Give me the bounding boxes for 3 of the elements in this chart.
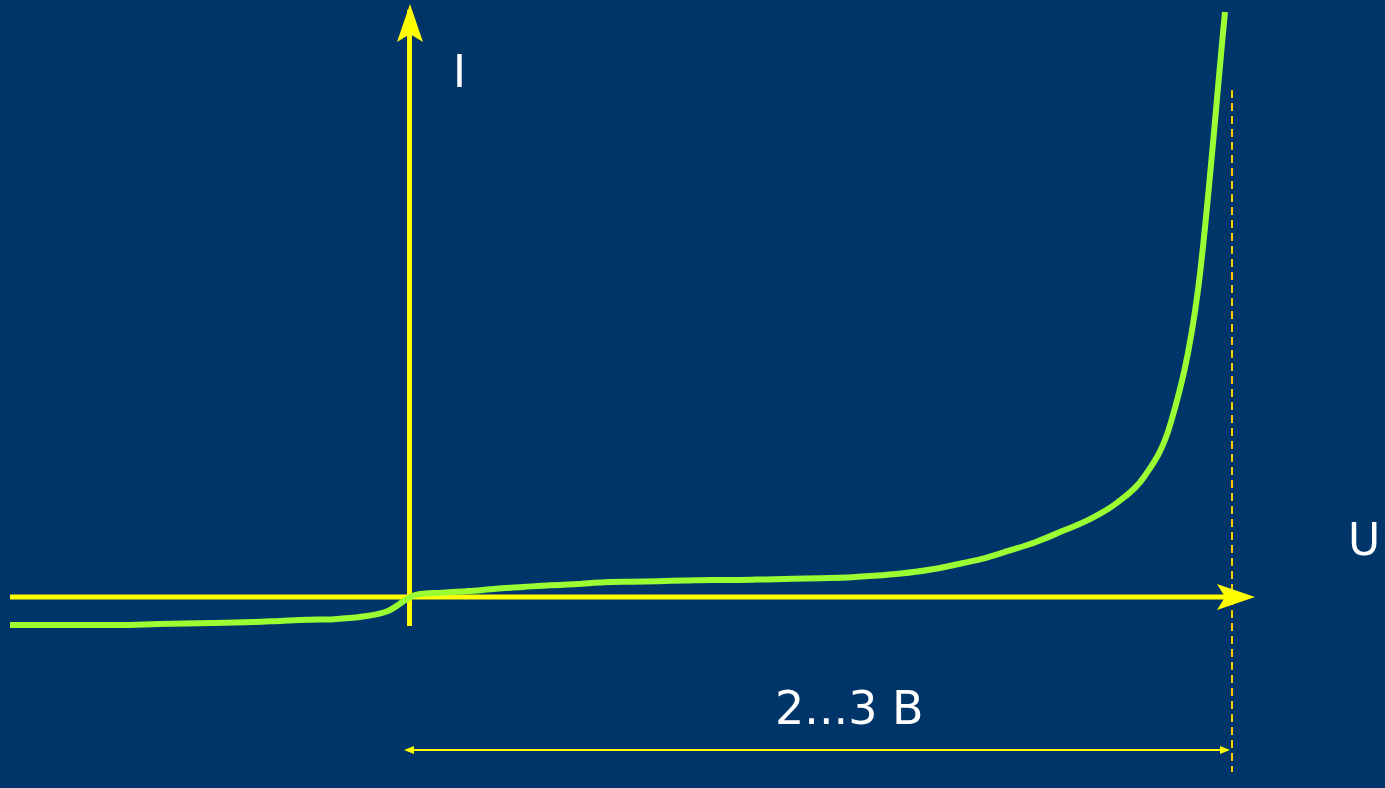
x-axis-title: U — [1348, 514, 1381, 565]
text: 2...3 B — [775, 681, 924, 735]
y-axis-title: I — [453, 46, 466, 97]
